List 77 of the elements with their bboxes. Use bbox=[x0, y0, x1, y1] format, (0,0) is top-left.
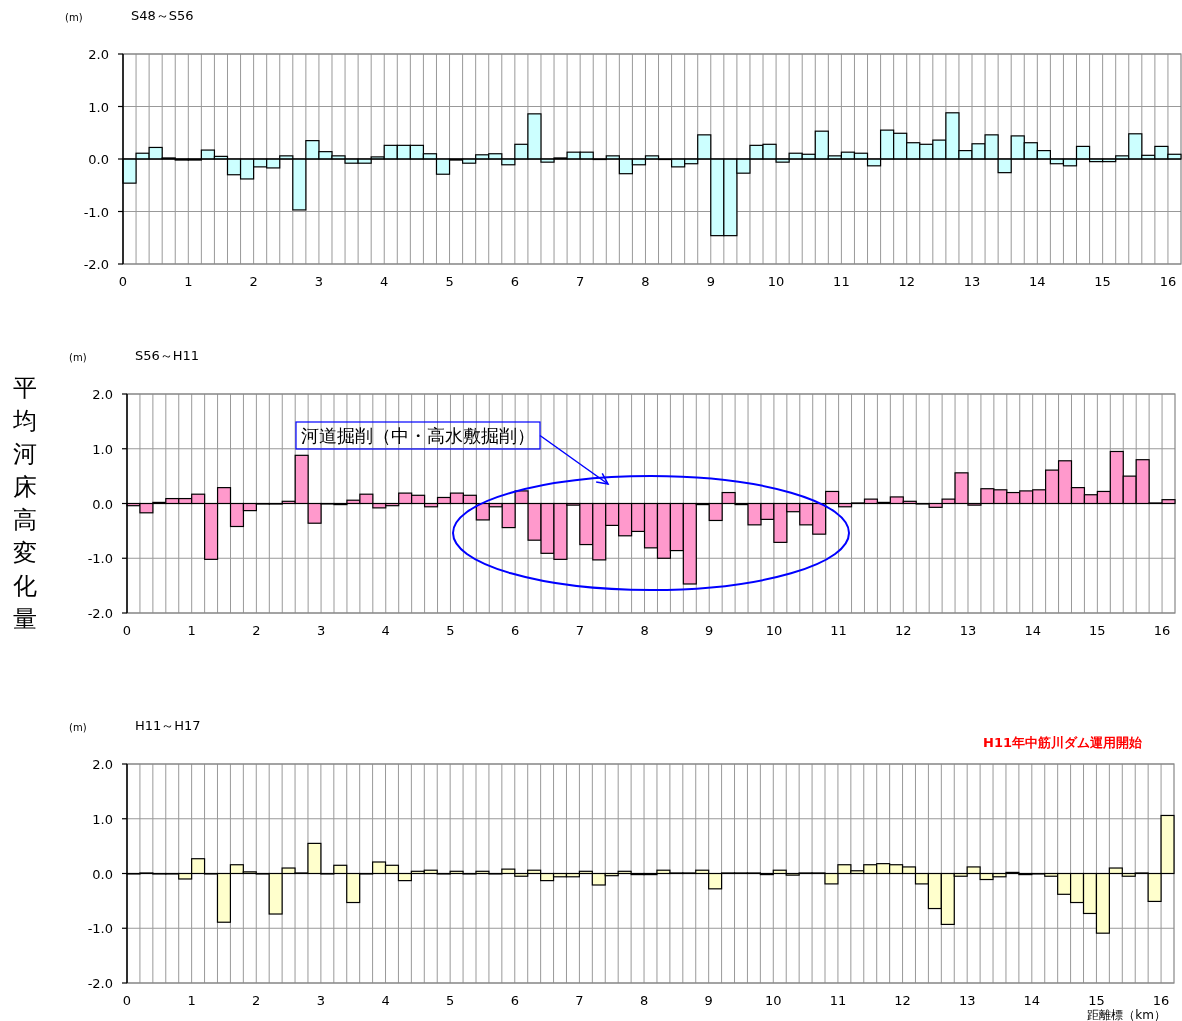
x-tick-label: 11 bbox=[833, 274, 850, 289]
x-tick-label: 15 bbox=[1088, 993, 1105, 1008]
x-tick-label: 10 bbox=[765, 993, 782, 1008]
y-tick-label: -1.0 bbox=[87, 921, 113, 937]
x-tick-label: 11 bbox=[830, 623, 847, 638]
x-tick-label: 16 bbox=[1159, 274, 1177, 289]
x-tick-label: 12 bbox=[895, 623, 912, 638]
y-tick-label: 2.0 bbox=[92, 757, 113, 772]
x-tick-label: 8 bbox=[640, 623, 649, 638]
x-tick-label: 9 bbox=[704, 993, 713, 1008]
chart-title: S48～S56 bbox=[131, 8, 194, 23]
x-tick-label: 5 bbox=[446, 623, 455, 638]
x-tick-label: 13 bbox=[959, 623, 977, 638]
chart-title: H11～H17 bbox=[135, 718, 201, 733]
x-tick-label: 15 bbox=[1094, 274, 1111, 289]
x-tick-label: 2 bbox=[252, 623, 261, 638]
y-axis-title: (m) bbox=[65, 12, 83, 23]
y-tick-label: 2.0 bbox=[92, 387, 113, 402]
x-tick-label: 7 bbox=[576, 274, 585, 289]
x-tick-label: 1 bbox=[187, 993, 196, 1008]
y-tick-label: -1.0 bbox=[87, 551, 113, 567]
y-tick-label: 1.0 bbox=[92, 811, 113, 827]
x-tick-label: 0 bbox=[118, 274, 128, 289]
x-tick-label: 8 bbox=[639, 993, 649, 1008]
x-tick-label: 2 bbox=[252, 993, 261, 1008]
x-tick-label: 0 bbox=[122, 623, 132, 638]
x-tick-label: 1 bbox=[184, 274, 193, 289]
x-tick-label: 12 bbox=[894, 993, 911, 1008]
y-tick-label: 0.0 bbox=[88, 152, 109, 167]
x-tick-label: 5 bbox=[445, 274, 454, 289]
x-tick-label: 9 bbox=[705, 623, 714, 638]
y-tick-label: -2.0 bbox=[83, 257, 109, 272]
x-tick-label: 8 bbox=[641, 274, 650, 289]
x-tick-label: 4 bbox=[381, 623, 390, 638]
x-tick-label: 11 bbox=[829, 993, 847, 1008]
x-tick-label: 7 bbox=[575, 993, 584, 1008]
x-tick-label: 16 bbox=[1152, 993, 1170, 1008]
x-tick-label: 14 bbox=[1024, 623, 1041, 638]
x-tick-label: 7 bbox=[575, 623, 584, 638]
x-tick-label: 5 bbox=[446, 993, 455, 1008]
x-tick-label: 13 bbox=[963, 274, 981, 289]
x-tick-label: 6 bbox=[510, 274, 519, 289]
x-tick-label: 15 bbox=[1089, 623, 1106, 638]
y-tick-label: -1.0 bbox=[83, 204, 109, 220]
y-tick-label: 1.0 bbox=[88, 99, 109, 115]
x-axis-title: 距離標（km） bbox=[1087, 1008, 1166, 1021]
x-tick-label: 0 bbox=[122, 993, 132, 1008]
y-tick-label: 2.0 bbox=[88, 47, 109, 62]
x-tick-label: 14 bbox=[1023, 993, 1041, 1008]
y-axis-title: (m) bbox=[69, 352, 87, 363]
x-tick-label: 16 bbox=[1153, 623, 1171, 638]
x-tick-label: 6 bbox=[510, 993, 519, 1008]
y-axis-title: (m) bbox=[69, 722, 87, 733]
x-tick-label: 12 bbox=[898, 274, 915, 289]
figure-ylabel: 平均河床高変化量 bbox=[13, 374, 37, 633]
y-tick-label: 1.0 bbox=[92, 441, 113, 457]
x-tick-label: 3 bbox=[316, 993, 326, 1008]
x-tick-label: 13 bbox=[958, 993, 976, 1008]
x-tick-label: 1 bbox=[187, 623, 196, 638]
x-tick-label: 3 bbox=[314, 274, 324, 289]
x-tick-label: 4 bbox=[381, 993, 390, 1008]
x-tick-label: 14 bbox=[1029, 274, 1046, 289]
y-tick-label: 0.0 bbox=[92, 866, 113, 882]
y-tick-label: -2.0 bbox=[87, 606, 113, 621]
x-tick-label: 2 bbox=[249, 274, 258, 289]
x-tick-label: 10 bbox=[765, 623, 783, 638]
annotation: 河道掘削（中・高水敷掘削） bbox=[301, 425, 535, 446]
y-tick-label: 0.0 bbox=[92, 496, 113, 512]
x-tick-label: 6 bbox=[511, 623, 520, 638]
text: H11年中筋川ダム運用開始 bbox=[983, 735, 1143, 750]
x-tick-label: 10 bbox=[767, 274, 785, 289]
x-tick-label: 3 bbox=[316, 623, 326, 638]
callout: 河道掘削（中・高水敷掘削） bbox=[295, 421, 541, 450]
x-tick-label: 4 bbox=[380, 274, 389, 289]
y-tick-label: -2.0 bbox=[87, 976, 113, 991]
x-tick-label: 9 bbox=[706, 274, 715, 289]
chart-title: S56～H11 bbox=[135, 348, 200, 363]
